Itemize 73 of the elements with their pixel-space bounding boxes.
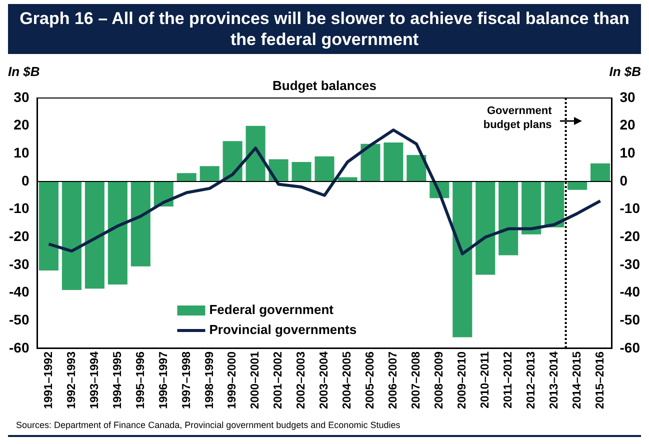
x-tick-label: 2006–2007	[388, 351, 400, 409]
x-tick-label: 2008–2009	[434, 351, 446, 409]
y-tick-label: -40	[9, 284, 30, 300]
y2-tick-label: -60	[620, 339, 640, 356]
x-tick-label: 1993–1994	[88, 350, 101, 409]
y-tick-label: 20	[14, 116, 30, 133]
bar	[568, 181, 588, 190]
x-tick-label: 2000–2001	[250, 350, 262, 409]
ref-line-label: Government budget plans	[483, 105, 552, 131]
bar	[476, 181, 496, 275]
bar	[590, 163, 610, 182]
y2-tick-label: 20	[620, 116, 636, 133]
x-tick-label: 2013–2014	[548, 350, 560, 409]
y2-tick-label: -50	[620, 311, 640, 328]
y-tick-label: 0	[21, 172, 30, 188]
x-tick-label: 1997–1998	[180, 350, 193, 409]
y2-tick-label: -40	[620, 284, 640, 300]
y-tick-label: 10	[14, 144, 30, 161]
x-tick-label: 1995–1996	[134, 351, 147, 409]
bar	[84, 181, 104, 289]
x-tick-label: 2005–2006	[364, 351, 377, 409]
source-note: Sources: Department of Finance Canada, Provincial government budgets and Economic Studies	[16, 420, 400, 430]
x-tick-label: 2002–2003	[296, 351, 308, 409]
y2-tick-label: -30	[620, 256, 640, 272]
x-tick-label: 1998–1999	[204, 351, 216, 409]
x-tick-label: 2009–2010	[456, 351, 469, 409]
y2-tick-label: -10	[620, 200, 640, 216]
bar	[406, 155, 426, 182]
x-tick-label: 2007–2008	[410, 350, 423, 409]
y-tick-label: -60	[9, 339, 30, 356]
bar	[246, 126, 266, 182]
y-tick-label: -50	[9, 311, 30, 328]
y2-tick-label: 10	[620, 144, 636, 161]
x-tick-label: 2014–2015	[571, 350, 584, 409]
y-axis-title: In $B	[8, 64, 40, 79]
bar	[384, 142, 404, 182]
x-tick-label: 2001–2002	[272, 351, 285, 409]
bar	[200, 166, 220, 182]
x-tick-label: 2004–2005	[342, 350, 354, 409]
x-tick-label: 2003–2004	[318, 350, 331, 409]
y2-tick-label: -20	[620, 228, 640, 244]
x-tick-label: 1992–1993	[66, 351, 78, 409]
x-tick-label: 1991–1992	[42, 351, 55, 409]
legend-label: Federal government	[209, 302, 334, 318]
legend-label: Provincial governments	[209, 322, 357, 338]
x-tick-label: 1999–2000	[226, 351, 239, 409]
bar	[314, 156, 334, 182]
bar	[176, 173, 196, 182]
bar	[292, 162, 312, 182]
bar	[498, 181, 518, 256]
x-tick-label: 2010–2011	[480, 350, 492, 408]
chart-subtitle: Budget balances	[272, 78, 377, 93]
y-tick-label: 30	[14, 88, 30, 105]
y-tick-label: -20	[9, 228, 30, 244]
bar	[452, 181, 472, 338]
bar	[544, 181, 564, 228]
bar	[522, 181, 542, 234]
bar	[38, 181, 58, 271]
y-tick-label: -10	[9, 200, 30, 216]
x-tick-label: 2015–2016	[594, 351, 606, 409]
y2-tick-label: 0	[620, 172, 628, 188]
bar	[360, 144, 380, 182]
bar	[62, 181, 82, 290]
x-tick-label: 1994–1995	[112, 350, 124, 409]
y-tick-label: -30	[9, 256, 30, 272]
bar	[130, 181, 150, 266]
x-tick-label: 2012–2013	[526, 351, 538, 409]
x-tick-label: 2011–2012	[502, 351, 515, 408]
x-tick-label: 1996–1997	[158, 351, 170, 409]
y2-tick-label: 30	[620, 88, 636, 105]
bar	[108, 181, 128, 284]
y2-axis-title: In $B	[609, 64, 641, 79]
chart-title: Graph 16 – All of the provinces will be slower to achieve fiscal balance than the federal government	[8, 4, 641, 54]
